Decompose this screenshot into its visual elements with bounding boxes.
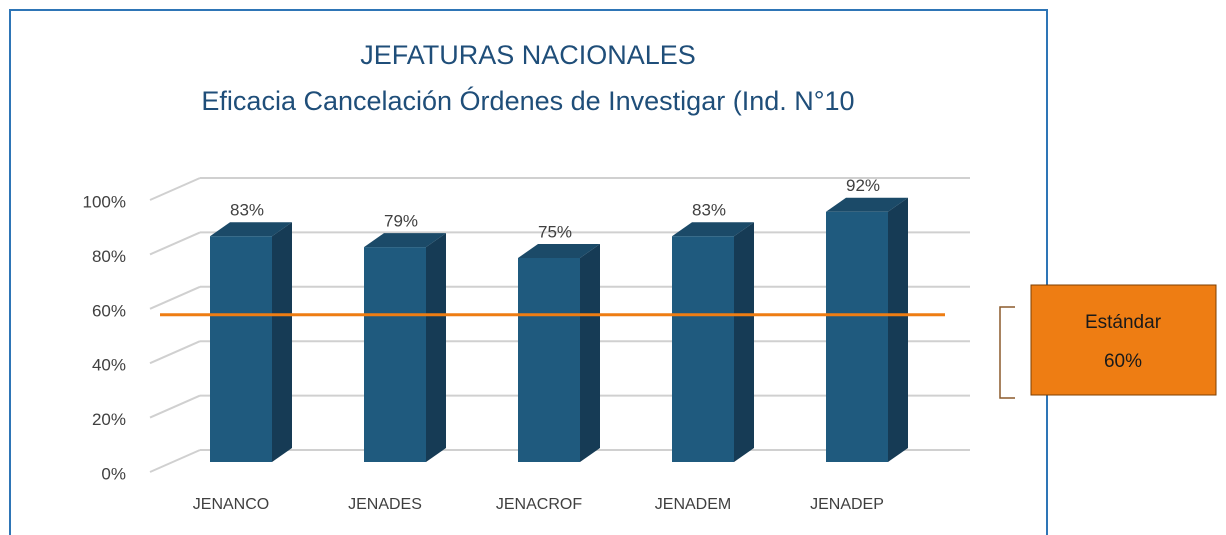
grid-line bbox=[149, 177, 201, 201]
bar bbox=[826, 197, 908, 462]
standard-box bbox=[1030, 284, 1217, 396]
y-tick-label: 60% bbox=[92, 301, 126, 320]
y-tick-label: 100% bbox=[83, 192, 126, 211]
x-tick-label: JENACROF bbox=[496, 496, 582, 513]
y-tick-label: 40% bbox=[92, 356, 126, 375]
bar-side bbox=[426, 233, 446, 462]
standard-label: 60% bbox=[1104, 351, 1142, 372]
bar-front bbox=[826, 211, 888, 462]
bar-side bbox=[580, 244, 600, 462]
bar bbox=[518, 244, 600, 462]
x-tick-label: JENANCO bbox=[193, 496, 269, 513]
bar-side bbox=[888, 197, 908, 462]
value-label: 75% bbox=[538, 222, 572, 241]
bar-front bbox=[518, 258, 580, 462]
y-tick-label: 80% bbox=[92, 247, 126, 266]
x-tick-label: JENADES bbox=[348, 496, 422, 513]
bracket bbox=[999, 306, 1015, 399]
bar-front bbox=[210, 236, 272, 462]
x-tick-label: JENADEM bbox=[655, 496, 731, 513]
grid-line bbox=[149, 394, 201, 419]
bar-side bbox=[734, 222, 754, 462]
y-tick-label: 0% bbox=[101, 464, 126, 483]
y-tick-label: 20% bbox=[92, 410, 126, 429]
bar-top bbox=[826, 197, 908, 212]
bar bbox=[210, 222, 292, 462]
chart-subtitle: Eficacia Cancelación Órdenes de Investig… bbox=[201, 85, 854, 116]
bar-side bbox=[272, 222, 292, 462]
bar bbox=[364, 233, 446, 462]
grid-line bbox=[149, 340, 201, 365]
grid-line bbox=[149, 285, 201, 310]
standard-name: Estándar bbox=[1085, 312, 1162, 333]
value-label: 92% bbox=[846, 176, 880, 195]
bar-top bbox=[518, 244, 600, 258]
grid-line bbox=[149, 449, 201, 473]
bar-front bbox=[364, 247, 426, 462]
bar-top bbox=[364, 233, 446, 248]
chart-title: JEFATURAS NACIONALES bbox=[360, 40, 696, 70]
bar-front bbox=[672, 236, 734, 462]
value-label: 83% bbox=[692, 201, 726, 220]
value-label: 79% bbox=[384, 212, 418, 231]
bar bbox=[672, 222, 754, 462]
x-tick-label: JENADEP bbox=[810, 496, 884, 513]
grid-line bbox=[149, 231, 201, 256]
value-label: 83% bbox=[230, 201, 264, 220]
bar-top bbox=[672, 222, 754, 237]
bar-top bbox=[210, 222, 292, 237]
